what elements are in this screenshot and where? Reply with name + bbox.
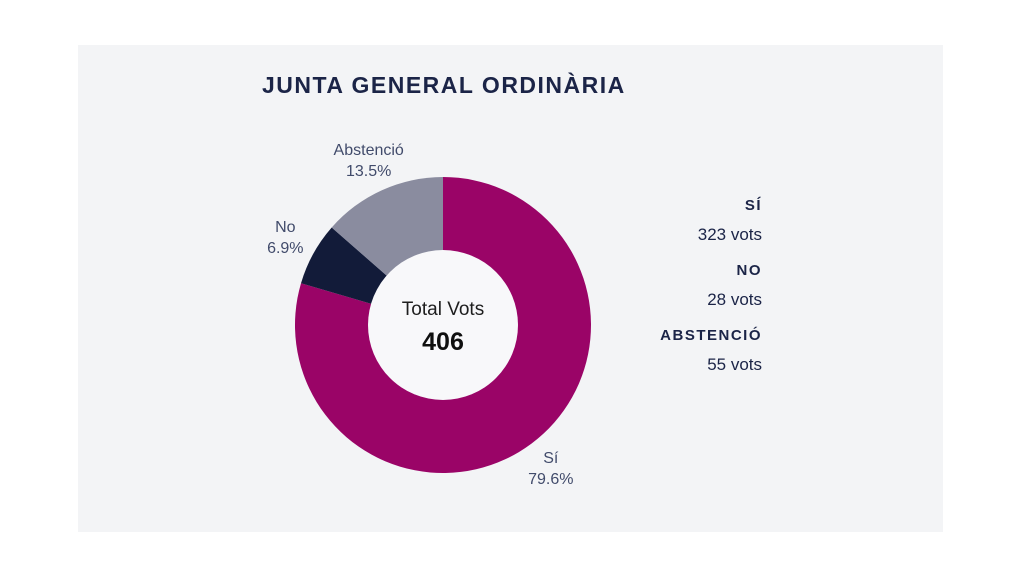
donut-center-text: Total Vots 406	[402, 299, 484, 357]
chart-card: JUNTA GENERAL ORDINÀRIA Total Vots 406 S…	[78, 45, 943, 532]
legend-group-si: SÍ 323 vots	[698, 197, 762, 245]
slice-label-no: No 6.9%	[267, 217, 303, 259]
legend-label-abstencio: ABSTENCIÓ	[660, 327, 762, 344]
slice-label-name: Abstenció	[333, 142, 404, 160]
slice-label-percent: 79.6%	[528, 471, 574, 489]
slice-label-percent: 6.9%	[267, 240, 304, 258]
total-votes-value: 406	[422, 328, 464, 356]
legend-value-si: 323 vots	[697, 225, 762, 244]
total-votes-label: Total Vots	[401, 299, 485, 320]
donut-chart: Total Vots 406 Sí 79.6% No 6.9% Abstenció 13.…	[243, 125, 643, 525]
legend-label-si: SÍ	[744, 197, 762, 214]
legend: SÍ 323 vots NO 28 vots ABSTENCIÓ 55 vots	[660, 197, 762, 392]
donut-hole	[368, 250, 518, 400]
slice-label-percent: 13.5%	[345, 163, 392, 181]
donut-svg	[294, 177, 591, 474]
chart-title: JUNTA GENERAL ORDINÀRIA	[262, 72, 626, 98]
legend-group-no: NO 28 vots	[707, 262, 762, 310]
legend-group-abstencio: ABSTENCIÓ 55 vots	[660, 327, 762, 375]
legend-value-abstencio: 55 vots	[707, 355, 762, 374]
legend-value-no: 28 vots	[707, 290, 762, 309]
slice-label-abstencio: Abstenció 13.5%	[334, 140, 404, 182]
legend-label-no: NO	[736, 262, 762, 279]
slice-label-name: No	[275, 219, 296, 237]
slice-label-si: Sí 79.6%	[528, 448, 573, 490]
slice-label-name: Sí	[543, 450, 559, 468]
